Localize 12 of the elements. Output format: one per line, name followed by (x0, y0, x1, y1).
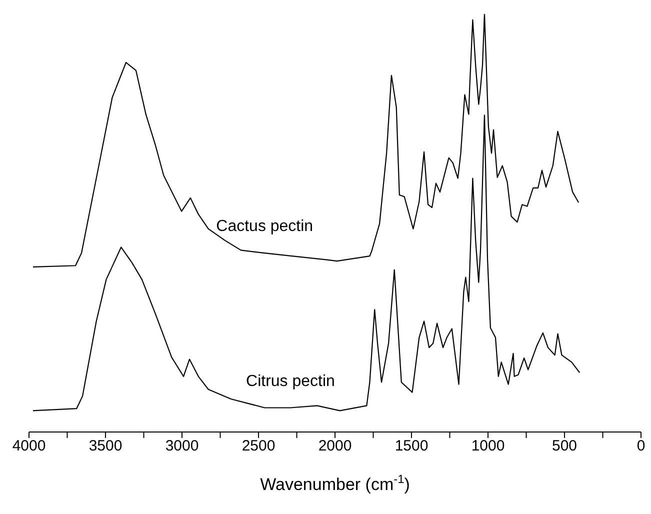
x-axis-title: Wavenumber (cm$^{-1}$) (260, 472, 410, 494)
x-tick-label: 1000 (471, 438, 505, 455)
x-tick-label: 2000 (318, 438, 352, 455)
x-tick-label: 3500 (88, 438, 122, 455)
x-tick-label: 3000 (165, 438, 199, 455)
x-tick-label: 500 (552, 438, 578, 455)
series-label: Cactus pectin (216, 218, 314, 236)
x-tick-label: 0 (636, 438, 646, 455)
x-tick-label: 4000 (12, 438, 46, 455)
series-label: Citrus pectin (246, 372, 335, 390)
x-tick-label: 1500 (394, 438, 428, 455)
x-tick-label: 2500 (242, 438, 276, 455)
